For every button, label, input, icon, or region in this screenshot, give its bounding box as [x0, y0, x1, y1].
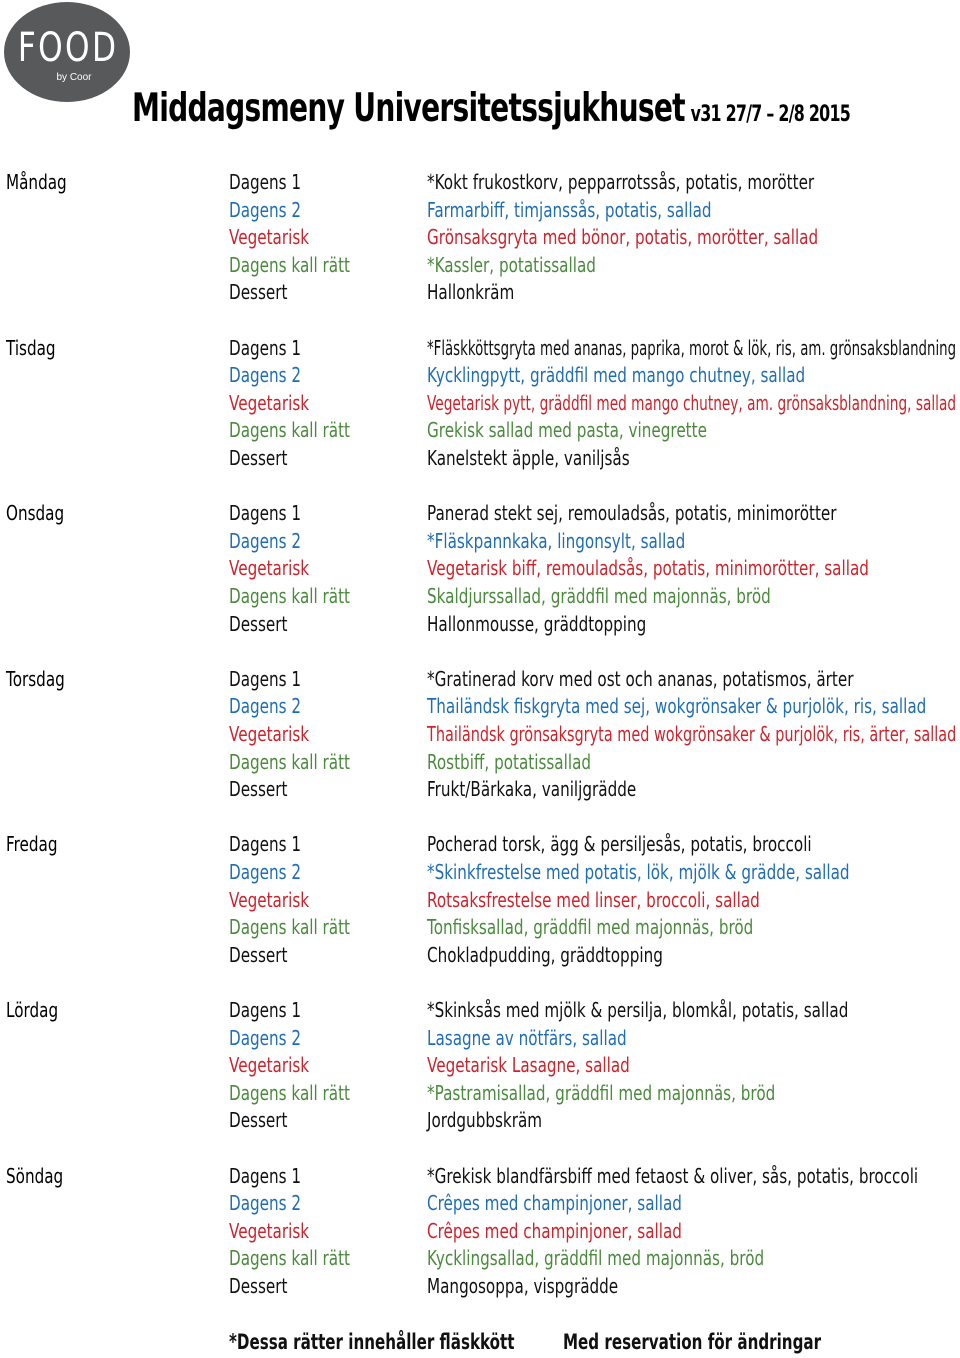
menu-dish: *Grekisk blandfärsbiff med fetaost & oli… [427, 1163, 919, 1188]
menu-category: Dessert [229, 445, 288, 470]
day-name: Lördag [6, 998, 59, 1022]
menu-dish: Kycklingpytt, gräddfil med mango chutney… [427, 363, 806, 388]
menu-category: Dagens kall rätt [229, 915, 351, 940]
menu-category: Dagens kall rätt [229, 1080, 351, 1105]
menu-dish: Lasagne av nötfärs, sallad [427, 1025, 627, 1050]
menu-category: Dagens 1 [229, 335, 302, 360]
menu-dish: *Kokt frukostkorv, pepparrotssås, potati… [427, 170, 815, 194]
menu-category: Dagens 1 [229, 501, 302, 526]
menu-category: Dagens 1 [229, 998, 302, 1022]
day-block-5: Lördag Dagens 1 *Skinksås med mjölk & pers… [0, 996, 960, 1136]
day-name: Måndag [6, 170, 67, 194]
day-block-0: Måndag Dagens 1 *Kokt frukostkorv, pepparr… [0, 168, 960, 308]
day-block-4: Fredag Dagens 1 Pocherad torsk, ägg & pers… [0, 830, 960, 970]
logo-subtitle: by Coor [56, 72, 92, 83]
day-block-6: Söndag Dagens 1 *Grekisk blandfärsbiff med… [0, 1162, 960, 1302]
menu-dish: Rostbiff, potatissallad [427, 749, 592, 774]
menu-dish: Thailändsk grönsaksgryta med wokgrönsake… [427, 721, 957, 746]
menu-category: Dagens 2 [229, 1025, 302, 1050]
menu-dish: Chokladpudding, gräddtopping [427, 942, 663, 967]
menu-category: Vegetarisk [229, 887, 310, 912]
day-name: Onsdag [6, 501, 65, 526]
menu-category: Dagens kall rätt [229, 252, 351, 277]
menu-category: Dagens 2 [229, 528, 302, 553]
menu-dish: *Skinksås med mjölk & persilja, blomkål,… [427, 998, 849, 1022]
menu-dish: Hallonmousse, gräddtopping [427, 611, 647, 636]
menu-dish: Vegetarisk Lasagne, sallad [427, 1053, 630, 1078]
menu-dish: *Fläskpannkaka, lingonsylt, sallad [427, 528, 686, 553]
menu-dish: Pocherad torsk, ägg & persiljesås, potat… [427, 832, 812, 857]
menu-dish: *Pastramisallad, gräddfil med majonnäs, … [427, 1080, 776, 1105]
menu-dish: Thailändsk fiskgryta med sej, wokgrönsak… [427, 694, 927, 719]
menu-dish: Crêpes med champinjoner, sallad [427, 1191, 682, 1216]
menu-category: Dessert [229, 611, 288, 636]
menu-dish: Vegetarisk pytt, gräddfil med mango chut… [427, 390, 957, 415]
menu-category: Dagens kall rätt [229, 1246, 351, 1271]
menu-dish: Farmarbiff, timjanssås, potatis, sallad [427, 197, 712, 222]
menu-category: Dagens 1 [229, 1163, 302, 1188]
menu-dish: Panerad stekt sej, remouladsås, potatis,… [427, 501, 837, 526]
day-block-3: Torsdag Dagens 1 *Gratinerad korv med ost … [0, 665, 960, 805]
day-block-1: Tisdag Dagens 1 *Fläskköttsgryta med anana… [0, 334, 960, 474]
menu-category: Dagens 2 [229, 363, 302, 388]
menu-category: Dagens 2 [229, 859, 302, 884]
menu-category: Dagens 1 [229, 832, 302, 857]
menu-category: Dessert [229, 1108, 288, 1133]
menu-dish: Tonfisksallad, gräddfil med majonnäs, br… [427, 915, 754, 940]
reservation-note: Med reservation för ändringar [563, 1330, 822, 1354]
menu-dish: Grekisk sallad med pasta, vinegrette [427, 418, 707, 443]
menu-dish: Hallonkräm [427, 280, 515, 305]
day-name: Tisdag [6, 335, 56, 360]
day-name: Torsdag [6, 666, 65, 691]
menu-dish: *Skinkfrestelse med potatis, lök, mjölk … [427, 859, 850, 884]
menu-category: Dagens 2 [229, 1191, 302, 1216]
menu-category: Vegetarisk [229, 1218, 310, 1243]
menu-dish: Kanelstekt äpple, vaniljsås [427, 445, 630, 470]
menu-category: Vegetarisk [229, 721, 310, 746]
menu-dish: Vegetarisk biff, remouladsås, potatis, m… [427, 556, 869, 581]
menu-category: Dessert [229, 280, 288, 305]
menu-category: Dagens 2 [229, 197, 302, 222]
day-name: Fredag [6, 832, 58, 857]
pork-note: *Dessa rätter innehåller fläskkött [229, 1330, 515, 1354]
menu-dish: Skaldjurssallad, gräddfil med majonnäs, … [427, 583, 771, 608]
menu-category: Dagens kall rätt [229, 583, 351, 608]
menu-category: Vegetarisk [229, 390, 310, 415]
menu-dish: *Gratinerad korv med ost och ananas, pot… [427, 666, 854, 691]
menu-dish: Grönsaksgryta med bönor, potatis, morött… [427, 225, 819, 250]
menu-dish: Rotsaksfrestelse med linser, broccoli, s… [427, 887, 760, 912]
menu-category: Dessert [229, 1273, 288, 1298]
week-label: v31 27/7 – 2/8 2015 [690, 102, 851, 127]
page-title-text: Middagsmeny Universitetssjukhuset [132, 86, 686, 131]
day-block-2: Onsdag Dagens 1 Panerad stekt sej, remoula… [0, 499, 960, 639]
menu-category: Vegetarisk [229, 556, 310, 581]
page-title: Middagsmeny Universitetssjukhuset v31 27/… [132, 86, 851, 142]
menu-dish: Kycklingsallad, gräddfil med majonnäs, b… [427, 1246, 765, 1271]
menu-dish: *Fläskköttsgryta med ananas, paprika, mo… [427, 335, 957, 360]
menu-category: Dessert [229, 942, 288, 967]
menu-category: Dagens 2 [229, 694, 302, 719]
menu-category: Dagens 1 [229, 666, 302, 691]
menu-dish: Jordgubbskräm [427, 1108, 543, 1133]
food-by-coor-logo: FOOD by Coor [4, 2, 130, 102]
menu-dish: *Kassler, potatissallad [427, 252, 596, 277]
logo-word: FOOD [17, 25, 119, 71]
day-name: Söndag [6, 1163, 64, 1188]
menu-category: Dagens kall rätt [229, 749, 351, 774]
menu-category: Dagens kall rätt [229, 418, 351, 443]
menu-category: Vegetarisk [229, 225, 310, 250]
menu-dish: Mangosoppa, vispgrädde [427, 1273, 619, 1298]
menu-category: Vegetarisk [229, 1053, 310, 1078]
menu-category: Dessert [229, 777, 288, 802]
menu-dish: Frukt/Bärkaka, vaniljgrädde [427, 777, 637, 802]
menu-dish: Crêpes med champinjoner, sallad [427, 1218, 682, 1243]
menu-category: Dagens 1 [229, 170, 302, 194]
